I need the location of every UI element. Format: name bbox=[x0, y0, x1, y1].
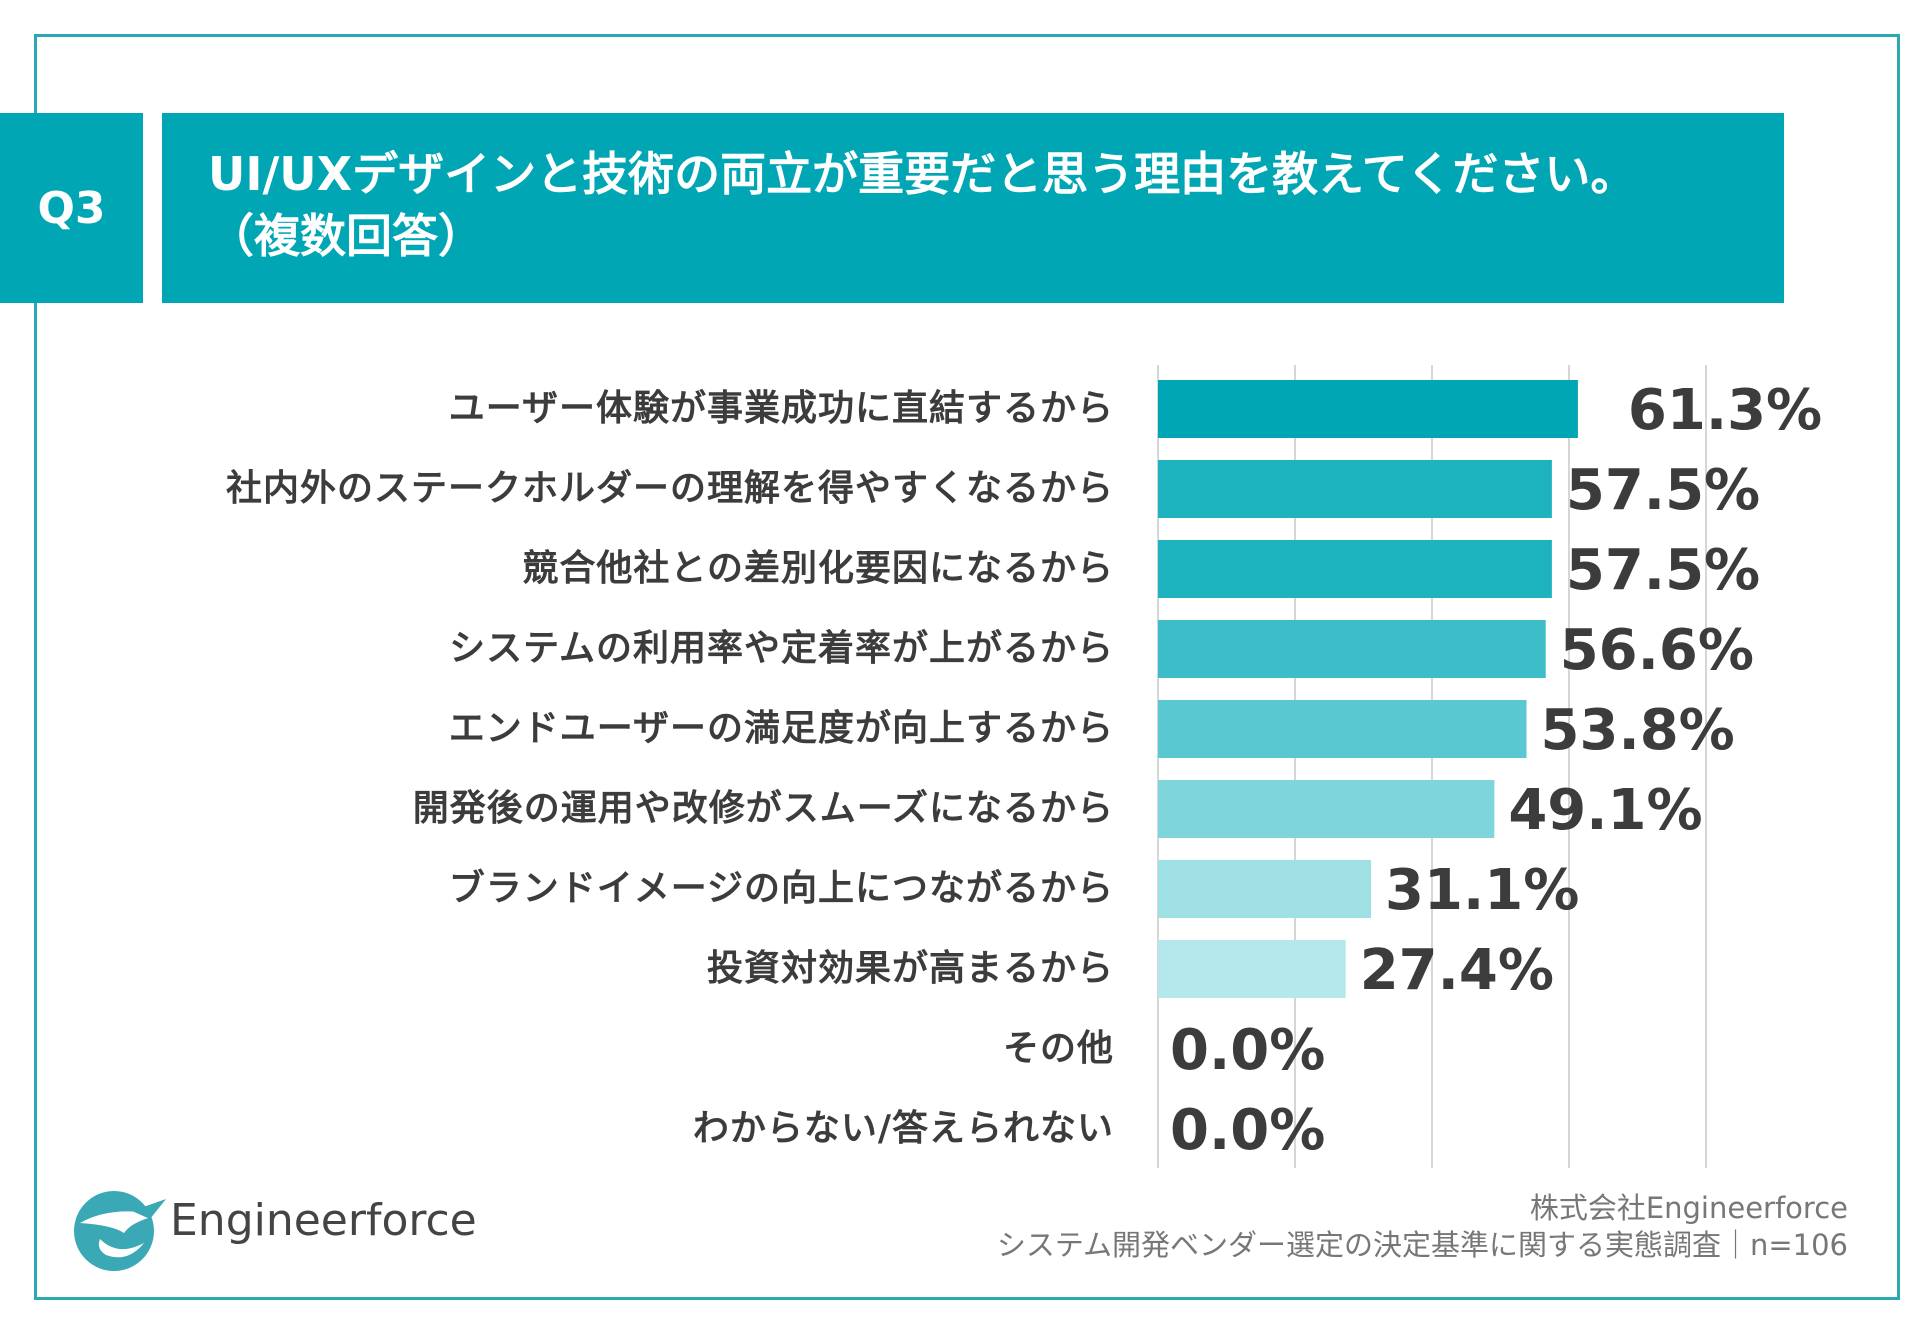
footer: 株式会社Engineerforce システム開発ベンダー選定の決定基準に関する実… bbox=[997, 1190, 1848, 1264]
category-label-3: システムの利用率や定着率が上がるから bbox=[449, 628, 1114, 669]
value-label-1: 57.5% bbox=[1566, 458, 1760, 523]
value-label-6: 31.1% bbox=[1385, 858, 1579, 923]
value-label-3: 56.6% bbox=[1560, 618, 1754, 683]
value-label-4: 53.8% bbox=[1541, 698, 1735, 763]
outer-frame bbox=[34, 34, 1900, 1300]
category-label-2: 競合他社との差別化要因になるから bbox=[522, 548, 1114, 589]
value-label-2: 57.5% bbox=[1566, 538, 1760, 603]
bar-0 bbox=[1158, 380, 1578, 438]
category-label-5: 開発後の運用や改修がスムーズになるから bbox=[412, 788, 1114, 829]
category-label-4: エンドユーザーの満足度が向上するから bbox=[448, 708, 1114, 749]
value-label-7: 27.4% bbox=[1360, 938, 1554, 1003]
category-label-1: 社内外のステークホルダーの理解を得やすくなるから bbox=[225, 468, 1114, 509]
bar-1 bbox=[1158, 460, 1552, 518]
bird-logo-icon bbox=[74, 1191, 166, 1271]
footer-company: 株式会社Engineerforce bbox=[1529, 1191, 1848, 1225]
value-label-9: 0.0% bbox=[1170, 1098, 1325, 1163]
logo-text: Engineerforce bbox=[170, 1195, 477, 1246]
question-badge: Q3 bbox=[0, 113, 143, 303]
category-label-9: わからない/答えられない bbox=[692, 1108, 1114, 1149]
value-label-5: 49.1% bbox=[1508, 778, 1702, 843]
value-label-8: 0.0% bbox=[1170, 1018, 1325, 1083]
bar-2 bbox=[1158, 540, 1552, 598]
question-title: UI/UXデザインと技術の両立が重要だと思う理由を教えてください。 （複数回答） bbox=[162, 113, 1784, 303]
category-label-6: ブランドイメージの向上につながるから bbox=[448, 868, 1114, 909]
bar-7 bbox=[1158, 940, 1346, 998]
category-label-8: その他 bbox=[1002, 1028, 1114, 1069]
value-label-0: 61.3% bbox=[1628, 378, 1822, 443]
bar-6 bbox=[1158, 860, 1372, 918]
bar-5 bbox=[1158, 780, 1495, 838]
category-label-7: 投資対効果が高まるから bbox=[706, 948, 1114, 989]
question-title-line1: UI/UXデザインと技術の両立が重要だと思う理由を教えてください。 bbox=[208, 147, 1637, 201]
category-label-0: ユーザー体験が事業成功に直結するから bbox=[448, 388, 1114, 429]
bar-4 bbox=[1158, 700, 1527, 758]
footer-survey: システム開発ベンダー選定の決定基準に関する実態調査｜n=106 bbox=[996, 1228, 1848, 1262]
bar-3 bbox=[1158, 620, 1546, 678]
question-title-line2: （複数回答） bbox=[208, 209, 484, 263]
engineerforce-logo: Engineerforce bbox=[72, 1185, 477, 1275]
